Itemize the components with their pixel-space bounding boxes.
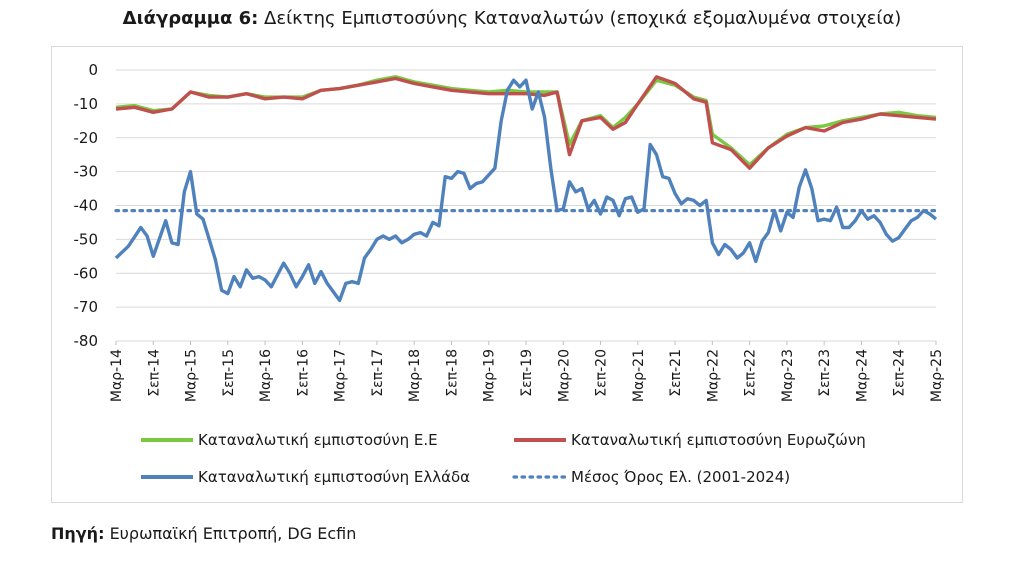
x-tick-label: Σεπ-15	[221, 349, 237, 397]
x-tick-label: Μαρ-23	[780, 349, 796, 402]
x-tick-label: Σεπ-18	[444, 349, 460, 397]
source-label: Πηγή:	[51, 524, 105, 543]
legend-label-2: Καταναλωτική εμπιστοσύνη Ευρωζώνη	[571, 431, 866, 449]
y-tick-label: -10	[74, 95, 99, 113]
x-tick-label: Μαρ-18	[407, 349, 423, 402]
x-tick-label: Μαρ-17	[333, 349, 349, 402]
x-tick-label: Μαρ-21	[631, 349, 647, 402]
x-tick-label: Σεπ-20	[594, 349, 610, 397]
chart-title-label: Διάγραμμα 6:	[122, 8, 259, 29]
series-line-1	[115, 75, 937, 167]
x-tick-label: Μαρ-22	[705, 349, 721, 402]
y-tick-label: -20	[74, 129, 99, 147]
x-tick-label: Σεπ-17	[370, 349, 386, 397]
y-tick-label: -70	[74, 298, 99, 316]
x-tick-label: Σεπ-19	[519, 349, 535, 397]
chart-frame	[51, 46, 963, 503]
chart-title: Διάγραμμα 6: Δείκτης Εμπιστοσύνης Κατανα…	[0, 8, 1024, 29]
x-tick-label: Σεπ-24	[892, 349, 908, 397]
y-tick-label: 0	[88, 61, 98, 79]
x-tick-label: Μαρ-20	[556, 349, 572, 402]
source-note: Πηγή: Ευρωπαϊκή Επιτροπή, DG Ecfin	[51, 524, 356, 543]
source-text: Ευρωπαϊκή Επιτροπή, DG Ecfin	[109, 524, 357, 543]
x-tick-label: Μαρ-24	[854, 349, 870, 402]
series-line-3	[114, 78, 938, 303]
x-tick-label: Σεπ-22	[743, 349, 759, 397]
x-tick-label: Μαρ-25	[929, 349, 945, 402]
x-tick-label: Μαρ-14	[109, 349, 125, 402]
chart-title-text: Δείκτης Εμπιστοσύνης Καταναλωτών (εποχικ…	[264, 8, 902, 29]
y-tick-label: -80	[74, 332, 99, 350]
y-tick-label: -40	[74, 197, 99, 215]
x-tick-label: Σεπ-23	[817, 349, 833, 397]
x-tick-label: Μαρ-16	[258, 349, 274, 402]
x-tick-label: Σεπ-14	[146, 349, 162, 397]
legend-label-4: Μέσος Όρος Ελ. (2001-2024)	[571, 468, 790, 486]
x-tick-label: Σεπ-21	[668, 349, 684, 397]
y-tick-label: -30	[74, 163, 99, 181]
legend-label-1: Καταναλωτική εμπιστοσύνη Ε.Ε	[198, 431, 438, 449]
x-tick-label: Μαρ-19	[482, 349, 498, 402]
y-tick-label: -50	[74, 230, 99, 248]
y-tick-label: -60	[74, 264, 99, 282]
x-tick-label: Μαρ-15	[184, 349, 200, 402]
legend-label-3: Καταναλωτική εμπιστοσύνη Ελλάδα	[198, 468, 470, 486]
series-line-2	[115, 75, 937, 170]
x-tick-label: Σεπ-16	[295, 349, 311, 397]
